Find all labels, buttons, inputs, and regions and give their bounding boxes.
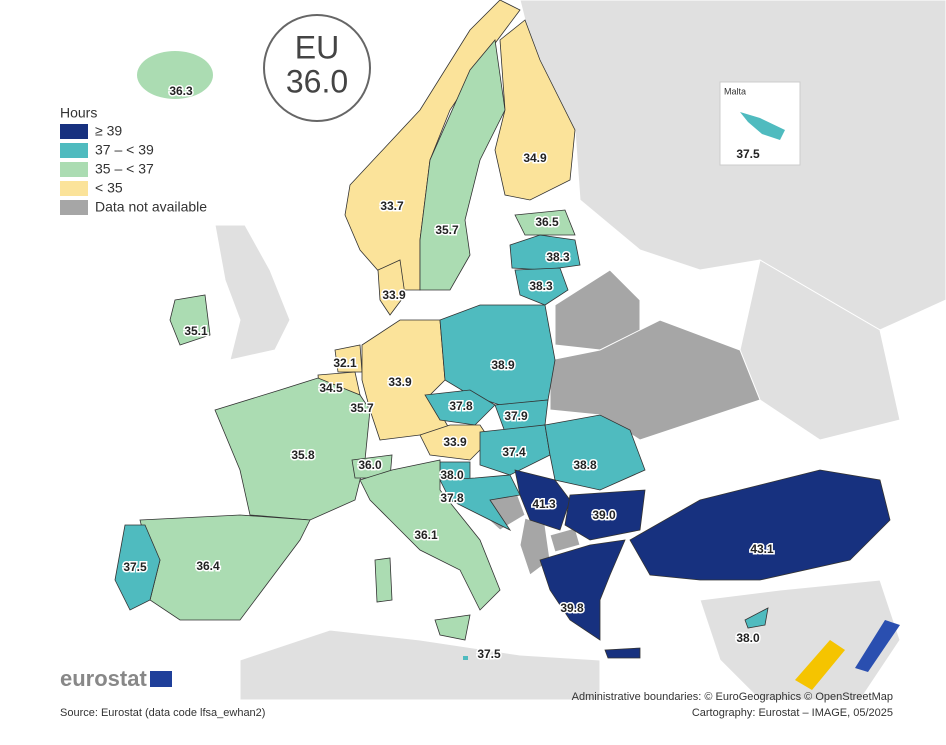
boundaries: Administrative boundaries: © EuroGeograp…: [572, 691, 893, 703]
region-label: 36.1: [414, 528, 438, 542]
region-label: 36.0: [358, 458, 382, 472]
headline: EU 36.0: [263, 14, 371, 122]
region-label: 38.3: [546, 250, 570, 264]
region-label: 36.4: [196, 559, 220, 573]
region-label: 35.8: [291, 448, 315, 462]
logo: eurostat: [60, 666, 172, 691]
legend-swatch: [60, 200, 88, 215]
region-label: 32.1: [333, 356, 357, 370]
region-label: 39.8: [560, 601, 584, 615]
legend-label: 37 – < 39: [95, 142, 154, 158]
region-label: 33.9: [382, 288, 406, 302]
inset: Malta 37.5: [719, 81, 801, 166]
region-label: 35.1: [184, 324, 208, 338]
headline-value: 36.0: [286, 63, 348, 99]
inset-title: Malta: [724, 86, 746, 96]
legend-swatch: [60, 181, 88, 196]
land: [114, 0, 946, 701]
region-label: 35.7: [350, 401, 374, 415]
source: Source: Eurostat (data code lfsa_ewhan2): [60, 707, 265, 719]
region-label: 34.9: [523, 151, 547, 165]
region-label: 33.9: [388, 375, 412, 389]
region-label: 33.9: [443, 435, 467, 449]
region-label: 38.9: [491, 358, 515, 372]
region-label: 43.1: [750, 542, 774, 556]
region-label: 35.7: [435, 223, 459, 237]
region-label: 37.5: [477, 647, 501, 661]
region-label: 39.0: [592, 508, 616, 522]
logo-text: eurostat: [60, 666, 147, 691]
region-label: 38.0: [440, 468, 464, 482]
region-label: 33.7: [380, 199, 404, 213]
decoration: [795, 640, 845, 690]
region-label: 37.8: [440, 491, 464, 505]
region-label: 38.0: [736, 631, 760, 645]
legend-label: Data not available: [95, 199, 207, 215]
region-label: 36.5: [535, 215, 559, 229]
headline-label: EU: [295, 29, 339, 65]
region-label: 34.5: [319, 381, 343, 395]
legend-swatch: [60, 124, 88, 139]
legend-label: < 35: [95, 180, 123, 196]
region-label: 37.8: [449, 399, 473, 413]
legend-swatch: [60, 162, 88, 177]
region-label: 38.3: [529, 279, 553, 293]
inset-value: 37.5: [736, 147, 760, 161]
region-label: 38.8: [573, 458, 597, 472]
region-label: 37.4: [502, 445, 526, 459]
region-label: 37.9: [504, 409, 528, 423]
legend-label: ≥ 39: [95, 123, 122, 139]
decoration: [855, 620, 900, 672]
legend-swatch: [60, 143, 88, 158]
legend-label: 35 – < 37: [95, 161, 154, 177]
region-label: 36.3: [169, 84, 193, 98]
cartography: Cartography: Eurostat – IMAGE, 05/2025: [692, 707, 893, 719]
legend: Hours ≥ 39 37 – < 39 35 – < 37 < 35 Data not…: [60, 105, 207, 215]
region-label: 41.3: [532, 497, 556, 511]
legend-title: Hours: [60, 105, 97, 121]
region-label: 37.5: [123, 560, 147, 574]
